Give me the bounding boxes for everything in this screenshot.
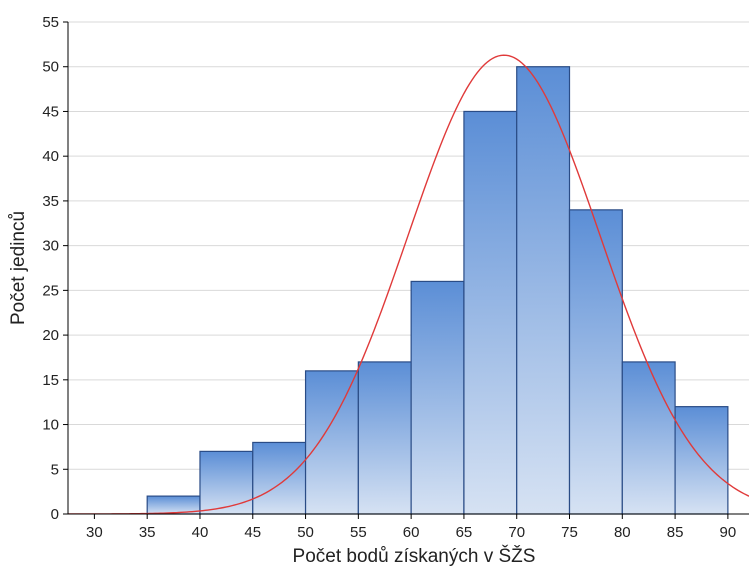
histogram-bar xyxy=(199,450,254,515)
x-axis-title: Počet bodů získaných v ŠŽS xyxy=(293,545,536,567)
x-tick-label: 55 xyxy=(350,524,367,541)
y-tick-label: 35 xyxy=(42,193,59,210)
histogram-bar xyxy=(516,66,571,515)
x-tick-label: 85 xyxy=(667,524,684,541)
histogram-bar xyxy=(357,361,412,515)
x-tick-label: 90 xyxy=(720,524,737,541)
y-tick-label: 0 xyxy=(51,506,59,523)
x-tick-label: 35 xyxy=(139,524,156,541)
y-tick-label: 5 xyxy=(51,461,59,478)
y-tick-label: 25 xyxy=(42,282,59,299)
y-tick-label: 20 xyxy=(42,327,59,344)
histogram-bar xyxy=(304,370,359,515)
y-tick-label: 15 xyxy=(42,372,59,389)
y-axis-title: Počet jedinců xyxy=(8,211,29,325)
y-tick-label: 50 xyxy=(42,59,59,76)
axes xyxy=(63,21,749,519)
x-tick-label: 45 xyxy=(244,524,261,541)
histogram-bar xyxy=(621,361,676,515)
normal-curve-layer xyxy=(68,54,749,514)
x-tick-label: 30 xyxy=(86,524,103,541)
x-tick-label: 65 xyxy=(456,524,473,541)
x-tick-label: 40 xyxy=(192,524,209,541)
histogram-bar xyxy=(252,441,307,515)
x-tick-label: 60 xyxy=(403,524,420,541)
y-tick-label: 45 xyxy=(42,103,59,120)
histogram-bar xyxy=(463,110,518,515)
y-tick-label: 30 xyxy=(42,238,59,255)
x-tick-label: 80 xyxy=(614,524,631,541)
y-tick-label: 55 xyxy=(42,14,59,31)
x-tick-label: 50 xyxy=(297,524,314,541)
fitted-normal-curve xyxy=(68,54,749,514)
y-tick-label: 10 xyxy=(42,417,59,434)
x-tick-label: 70 xyxy=(508,524,525,541)
tick-labels: 0 5 10 15 20 25 30 35 40 45 50 55 30 35 40 45 50 55 60 65 70… xyxy=(42,14,736,541)
grid-lines xyxy=(68,21,749,470)
y-tick-label: 40 xyxy=(42,148,59,165)
histogram-bar xyxy=(674,406,729,515)
x-tick-label: 75 xyxy=(561,524,578,541)
histogram-bar xyxy=(410,280,465,515)
histogram-bar xyxy=(568,209,623,515)
histogram-bars xyxy=(146,66,729,515)
